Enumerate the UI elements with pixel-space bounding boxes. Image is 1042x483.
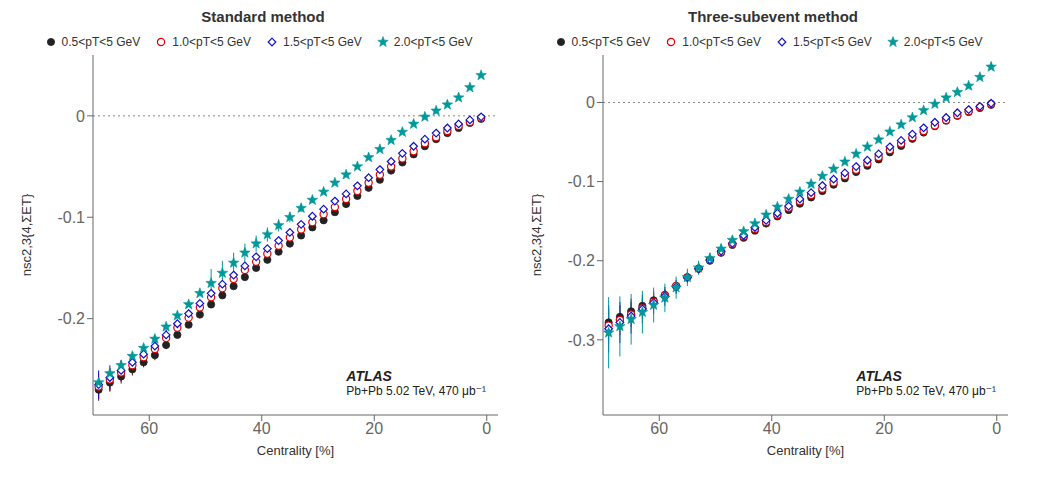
svg-text:40: 40 [763, 420, 781, 437]
svg-text:40: 40 [253, 420, 271, 437]
html-text:ATLAS: ATLAS [346, 368, 392, 384]
html-text:2.0<pT<5 GeV: 2.0<pT<5 GeV [393, 35, 473, 49]
html-text:0.5<pT<5 GeV: 0.5<pT<5 GeV [571, 35, 651, 49]
svg-text:20: 20 [875, 420, 893, 437]
html-text:1.0<pT<5 GeV: 1.0<pT<5 GeV [172, 35, 251, 49]
svg-text:nsc2,3{4,ΣET}: nsc2,3{4,ΣET} [19, 193, 34, 276]
svg-text:-0.1: -0.1 [567, 173, 595, 190]
html-text:Pb+Pb 5.02 TeV, 470 μb⁻¹: Pb+Pb 5.02 TeV, 470 μb⁻¹ [856, 384, 996, 398]
svg-text:20: 20 [365, 420, 383, 437]
svg-text:0: 0 [482, 420, 491, 437]
svg-text:-0.1: -0.1 [57, 209, 85, 226]
svg-text:0: 0 [586, 94, 595, 111]
svg-text:0: 0 [992, 420, 1001, 437]
svg-text:-0.2: -0.2 [567, 252, 595, 269]
html-text:Pb+Pb 5.02 TeV, 470 μb⁻¹: Pb+Pb 5.02 TeV, 470 μb⁻¹ [346, 384, 486, 398]
html-text:1.5<pT<5 GeV: 1.5<pT<5 GeV [283, 35, 362, 49]
html-text:ATLAS: ATLAS [856, 368, 902, 384]
html-text:2.0<pT<5 GeV: 2.0<pT<5 GeV [903, 35, 983, 49]
svg-text:Centrality [%]: Centrality [%] [767, 443, 844, 458]
html-text:0.5<pT<5 GeV: 0.5<pT<5 GeV [61, 35, 141, 49]
svg-text:nsc2,3{4,ΣET}: nsc2,3{4,ΣET} [529, 193, 544, 276]
svg-text:Centrality [%]: Centrality [%] [257, 443, 334, 458]
svg-text:60: 60 [140, 420, 158, 437]
html-text:1.0<pT<5 GeV: 1.0<pT<5 GeV [682, 35, 761, 49]
svg-text:60: 60 [650, 420, 668, 437]
html-text:Standard method: Standard method [201, 8, 325, 25]
svg-text:-0.3: -0.3 [567, 332, 595, 349]
html-text:Three-subevent method: Three-subevent method [688, 8, 858, 25]
html-text:1.5<pT<5 GeV: 1.5<pT<5 GeV [793, 35, 872, 49]
svg-text:-0.2: -0.2 [57, 310, 85, 327]
svg-text:0: 0 [76, 108, 85, 125]
